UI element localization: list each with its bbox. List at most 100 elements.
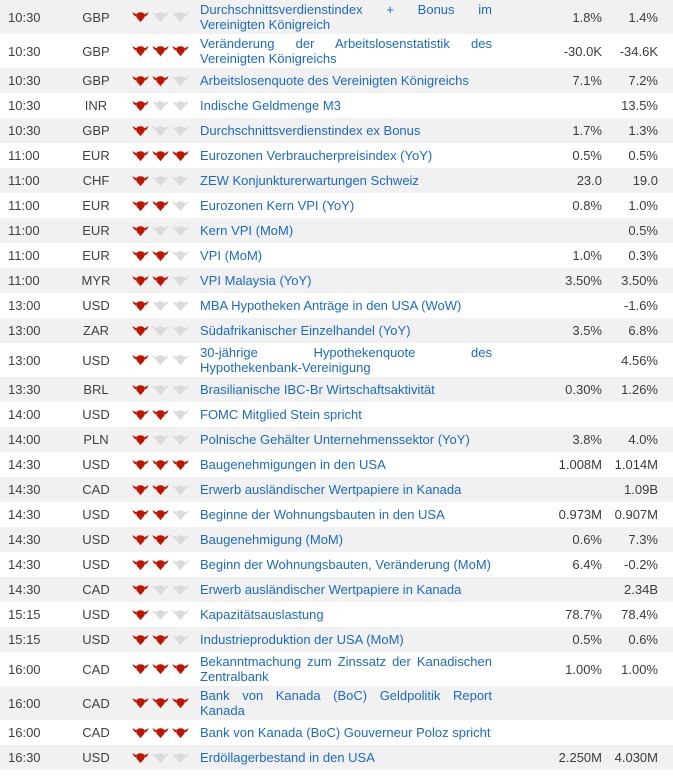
bull-icon [132,225,149,237]
importance-indicator [132,727,200,739]
event-link[interactable]: Indische Geldmenge M3 [200,98,341,113]
bull-icon [172,45,189,57]
bull-icon [152,200,169,212]
event-link[interactable]: Erdöllagerbestand in den USA [200,750,375,765]
event-link[interactable]: Kern VPI (MoM) [200,223,294,238]
bull-icon-inactive [152,225,169,237]
event-value-2: -1.6% [624,298,658,313]
event-link[interactable]: Durchschnittsverdienstindex + Bonus im V… [200,2,492,32]
event-value-2: 3.50% [621,273,658,288]
bull-icon [132,175,149,187]
event-link[interactable]: Industrieproduktion der USA (MoM) [200,632,404,647]
importance-indicator [132,325,200,337]
bull-icon [132,275,149,287]
event-link[interactable]: Beginn der Wohnungsbauten, Veränderung (… [200,557,492,572]
bull-icon [132,354,149,366]
event-currency: GBP [82,123,110,138]
event-link[interactable]: Südafrikanischer Einzelhandel (YoY) [200,323,411,338]
event-time: 11:00 [8,148,40,163]
event-value-2: 19.0 [632,173,658,188]
event-currency: EUR [82,223,110,238]
event-link[interactable]: Brasilianische IBC-Br Wirtschaftsaktivit… [200,382,435,397]
bull-icon-inactive [152,384,169,396]
importance-indicator [132,100,200,112]
importance-indicator [132,75,200,87]
event-link[interactable]: 30-jährige Hypothekenquote des Hypotheke… [200,345,492,375]
event-time: 14:30 [8,457,41,472]
bull-icon-inactive [152,609,169,621]
importance-indicator [132,150,200,162]
bull-icon-inactive [152,11,169,23]
event-link[interactable]: Kapazitätsauslastung [200,607,324,622]
event-value-2: 0.3% [628,248,658,263]
importance-indicator [132,663,200,675]
bull-icon [132,663,149,675]
importance-indicator [132,275,200,287]
event-time: 15:15 [8,607,41,622]
bull-icon-inactive [152,300,169,312]
event-link[interactable]: Bank von Kanada (BoC) Gouverneur Poloz s… [200,725,491,740]
table-row: 14:00 PLN Polnische Gehälter Unternehmen… [0,427,673,452]
table-row: 14:30 USD Baugenehmigung (MoM) 0.6% 7.3% [0,527,673,552]
event-time: 11:00 [8,223,40,238]
event-link[interactable]: MBA Hypotheken Anträge in den USA (WoW) [200,298,462,313]
event-link[interactable]: Bekanntmachung zum Zinssatz der Kanadisc… [200,654,492,684]
event-value-2: 78.4% [621,607,658,622]
event-link[interactable]: VPI Malaysia (YoY) [200,273,312,288]
event-value-2: 0.5% [628,223,658,238]
event-link[interactable]: Durchschnittsverdienstindex ex Bonus [200,123,421,138]
importance-indicator [132,609,200,621]
bull-icon [152,45,169,57]
event-link[interactable]: VPI (MoM) [200,248,263,263]
table-row: 14:30 USD Baugenehmigungen in den USA 1.… [0,452,673,477]
table-row: 16:00 CAD Bekanntmachung zum Zinssatz de… [0,652,673,686]
table-row: 14:30 USD Beginne der Wohnungsbauten in … [0,502,673,527]
event-value-1: 1.7% [572,123,602,138]
event-time: 10:30 [8,43,41,59]
event-link[interactable]: Eurozonen Verbraucherpreisindex (YoY) [200,148,433,163]
event-currency: EUR [82,148,110,163]
bull-icon [132,634,149,646]
event-link[interactable]: Polnische Gehälter Unternehmenssektor (Y… [200,432,470,447]
bull-icon-inactive [172,250,189,262]
table-row: 16:30 USD Erdöllagerbestand in den USA 2… [0,745,673,770]
event-value-1: 3.50% [565,273,602,288]
bull-icon [132,534,149,546]
event-link[interactable]: Beginne der Wohnungsbauten in den USA [200,507,445,522]
event-link[interactable]: FOMC Mitglied Stein spricht [200,407,362,422]
bull-icon [132,125,149,137]
table-row: 11:00 EUR Kern VPI (MoM) 0.5% [0,218,673,243]
event-currency: CAD [82,661,110,677]
event-link[interactable]: Arbeitslosenquote des Vereinigten Königr… [200,73,469,88]
bull-icon [172,697,189,709]
bull-icon [152,534,169,546]
event-link[interactable]: Veränderung der Arbeitslosenstatistik de… [200,36,492,66]
bull-icon [172,150,189,162]
event-value-2: 4.0% [628,432,658,447]
event-link[interactable]: Baugenehmigungen in den USA [200,457,386,472]
importance-indicator [132,300,200,312]
importance-indicator [132,200,200,212]
bull-icon-inactive [172,125,189,137]
event-currency: MYR [81,273,111,288]
event-link[interactable]: Bank von Kanada (BoC) Geldpolitik Report… [200,688,492,718]
event-link[interactable]: ZEW Konjunkturerwartungen Schweiz [200,173,419,188]
event-value-2: 1.26% [621,382,658,397]
event-time: 14:30 [8,557,41,572]
event-currency: ZAR [83,323,109,338]
table-row: 16:00 CAD Bank von Kanada (BoC) Gouverne… [0,720,673,745]
table-row: 14:30 USD Beginn der Wohnungsbauten, Ver… [0,552,673,577]
event-value-1: 6.4% [572,557,602,572]
event-time: 11:00 [8,173,40,188]
event-link[interactable]: Erwerb ausländischer Wertpapiere in Kana… [200,482,462,497]
importance-indicator [132,559,200,571]
table-row: 10:30 GBP Veränderung der Arbeitslosenst… [0,34,673,68]
event-link[interactable]: Erwerb ausländischer Wertpapiere in Kana… [200,582,462,597]
event-time: 11:00 [8,248,40,263]
importance-indicator [132,45,200,57]
bull-icon [132,697,149,709]
event-link[interactable]: Eurozonen Kern VPI (YoY) [200,198,355,213]
event-currency: USD [82,532,110,547]
importance-indicator [132,434,200,446]
event-link[interactable]: Baugenehmigung (MoM) [200,532,344,547]
